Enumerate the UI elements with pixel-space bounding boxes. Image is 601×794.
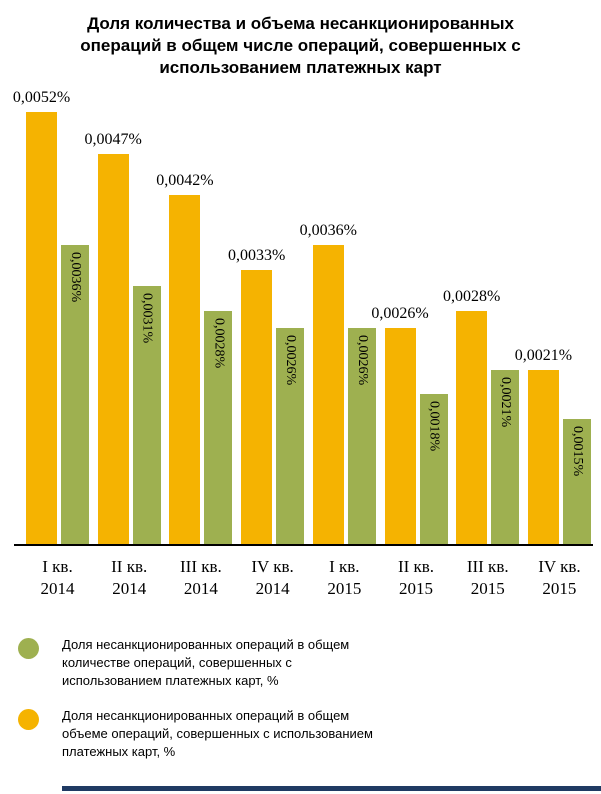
- bar-chart: 0,0052% 0,0036% 0,0047% 0,0031% 0,0042% 0,002…: [0, 89, 601, 600]
- chart-title-line: использованием платежных карт: [159, 58, 442, 77]
- legend-label-line: количестве операций, совершенных с: [62, 655, 292, 670]
- bar-volume-share: 0,0026%: [371, 305, 429, 544]
- bar-volume-share: 0,0033%: [228, 247, 285, 544]
- legend-dot-yellow: [18, 709, 39, 730]
- bar-group: 0,0042% 0,0028%: [156, 172, 233, 544]
- x-axis-category-line: III кв.: [180, 557, 222, 576]
- bar-group: 0,0026% 0,0018%: [371, 305, 448, 544]
- bar-value-label: 0,0018%: [426, 401, 442, 452]
- x-axis-category: III кв. 2014: [169, 556, 232, 600]
- bar-group: 0,0052% 0,0036%: [13, 89, 89, 544]
- x-axis-category-line: I кв.: [329, 557, 360, 576]
- bar-group: 0,0033% 0,0026%: [228, 247, 305, 544]
- bar-value-label: 0,0026%: [371, 305, 429, 322]
- chart-title: Доля количества и объема несанкционирова…: [0, 0, 601, 79]
- x-axis-category-line: 2015: [327, 579, 362, 598]
- bar-value-label: 0,0047%: [84, 131, 142, 148]
- bar-value-label: 0,0026%: [283, 335, 299, 386]
- bar-volume-share: 0,0042%: [156, 172, 214, 544]
- x-axis-category-line: 2014: [40, 579, 75, 598]
- bar-count-share: 0,0028%: [204, 311, 233, 544]
- x-axis-category: I кв. 2014: [26, 556, 89, 600]
- bar-volume-share: 0,0028%: [443, 288, 500, 544]
- legend-label-line: Доля несанкционированных операций в обще…: [62, 637, 350, 652]
- x-axis-category-line: IV кв.: [251, 557, 294, 576]
- bar-value-label: 0,0036%: [299, 222, 357, 239]
- bar-value-label: 0,0033%: [227, 247, 286, 264]
- legend-dot-green: [18, 638, 39, 659]
- bar-volume-share: 0,0036%: [300, 222, 357, 544]
- page-footer-bar: [62, 786, 601, 791]
- legend-item: Доля несанкционированных операций в обще…: [18, 636, 601, 690]
- chart-title-line: операций в общем числе операций, соверше…: [80, 36, 521, 55]
- x-axis-category: IV кв. 2015: [528, 556, 591, 600]
- x-axis-category-line: I кв.: [42, 557, 73, 576]
- x-axis-category: III кв. 2015: [456, 556, 519, 600]
- x-axis-category-line: 2014: [183, 579, 218, 598]
- x-axis-category-line: III кв.: [466, 557, 509, 576]
- legend-label-line: Доля несанкционированных операций в обще…: [62, 708, 350, 723]
- bar-count-share: 0,0026%: [276, 328, 305, 544]
- x-axis-category-line: 2014: [255, 579, 290, 598]
- bar-value-label: 0,0021%: [514, 347, 573, 364]
- x-axis-category-line: 2015: [399, 579, 434, 598]
- bar-group: 0,0047% 0,0031%: [85, 131, 161, 544]
- x-axis-category-line: 2015: [542, 579, 577, 598]
- x-axis-category-line: 2015: [470, 579, 505, 598]
- bar-group: 0,0036% 0,0026%: [300, 222, 376, 544]
- legend-label: Доля несанкционированных операций в обще…: [62, 636, 349, 690]
- legend-label-line: использованием платежных карт, %: [62, 673, 279, 688]
- bar-value-label: 0,0028%: [443, 288, 501, 305]
- bar-count-share: 0,0018%: [419, 394, 448, 544]
- bar-count-share: 0,0031%: [132, 286, 161, 544]
- bar-count-share: 0,0021%: [491, 370, 520, 544]
- bar-value-label: 0,0031%: [139, 293, 155, 344]
- x-axis-category: IV кв. 2014: [241, 556, 304, 600]
- bar-value-label: 0,0026%: [354, 335, 370, 386]
- x-axis-category-line: IV кв.: [538, 557, 581, 576]
- bar-count-share: 0,0015%: [562, 419, 591, 544]
- legend-label-line: платежных карт, %: [62, 744, 176, 759]
- bar-count-share: 0,0026%: [347, 328, 376, 544]
- x-axis-category-line: II кв.: [111, 557, 148, 576]
- x-axis-categories: I кв. 2014 II кв. 2014 III кв. 2014 IV кв. 2014…: [0, 546, 601, 600]
- bar-group: 0,0021% 0,0015%: [515, 347, 591, 544]
- legend-label-line: объеме операций, совершенных с использов…: [62, 726, 373, 741]
- bar-value-label: 0,0015%: [569, 426, 585, 477]
- bar-volume-share: 0,0021%: [515, 347, 572, 544]
- x-axis-category-line: 2014: [112, 579, 147, 598]
- x-axis-category: I кв. 2015: [313, 556, 376, 600]
- bar-value-label: 0,0028%: [211, 318, 227, 369]
- x-axis-category: II кв. 2014: [98, 556, 161, 600]
- chart-title-line: Доля количества и объема несанкционирова…: [87, 14, 514, 33]
- legend-item: Доля несанкционированных операций в обще…: [18, 707, 601, 761]
- bar-group: 0,0028% 0,0021%: [443, 288, 520, 544]
- chart-plot-area: 0,0052% 0,0036% 0,0047% 0,0031% 0,0042% 0,002…: [0, 89, 601, 544]
- x-axis-category: II кв. 2015: [385, 556, 448, 600]
- bar-volume-share: 0,0052%: [13, 89, 70, 544]
- x-axis-category-line: II кв.: [397, 557, 435, 576]
- bar-volume-share: 0,0047%: [85, 131, 142, 544]
- bar-value-label: 0,0042%: [156, 172, 214, 189]
- bar-value-label: 0,0052%: [12, 89, 71, 106]
- bar-value-label: 0,0036%: [68, 252, 83, 303]
- legend-label: Доля несанкционированных операций в обще…: [62, 707, 373, 761]
- bar-value-label: 0,0021%: [498, 377, 514, 428]
- x-axis-line: [14, 544, 593, 546]
- chart-legend: Доля несанкционированных операций в обще…: [0, 636, 601, 761]
- bar-count-share: 0,0036%: [61, 245, 89, 544]
